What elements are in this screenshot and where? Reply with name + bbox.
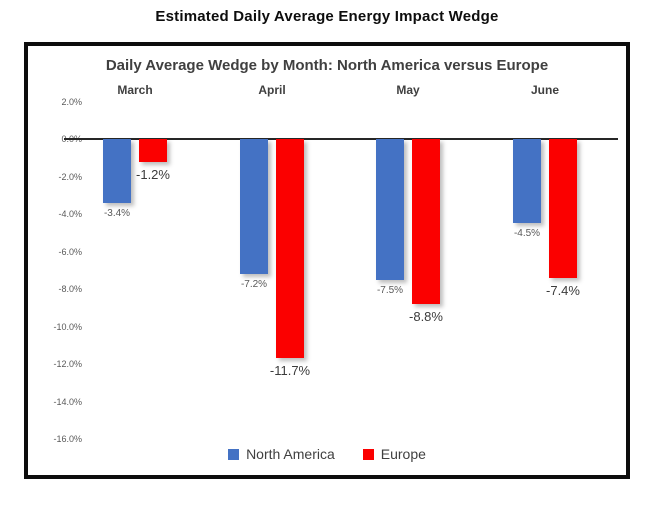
y-axis-tick: -8.0% (58, 284, 82, 294)
legend-item-north-america: North America (228, 446, 335, 462)
legend: North America Europe (28, 446, 626, 462)
bar-north-america-march (103, 139, 131, 203)
bar-north-america-may (376, 139, 404, 280)
chart-frame: Daily Average Wedge by Month: North Amer… (24, 42, 630, 479)
bar-europe-june (549, 139, 577, 278)
data-label-north-america-march: -3.4% (103, 207, 131, 219)
legend-swatch-europe-icon (362, 448, 374, 460)
bar-europe-march (139, 139, 167, 162)
y-axis-tick: -6.0% (58, 246, 82, 257)
y-axis-tick: -16.0% (53, 434, 82, 444)
y-axis-tick: -12.0% (53, 359, 82, 369)
legend-label-europe: Europe (380, 446, 426, 462)
category-label-april: April (258, 83, 286, 97)
legend-item-europe: Europe (362, 446, 426, 462)
y-axis-tick: -14.0% (53, 396, 82, 407)
legend-label-north-america: North America (246, 446, 335, 462)
y-axis-tick: -4.0% (58, 209, 82, 219)
category-label-may: May (396, 83, 420, 97)
data-label-north-america-june: -4.5% (513, 228, 541, 240)
y-axis-tick: -2.0% (58, 171, 82, 182)
data-label-europe-march: -1.2% (136, 166, 170, 182)
bar-north-america-june (513, 139, 541, 224)
data-label-north-america-april: -7.2% (240, 279, 268, 290)
y-axis-tick: -10.0% (53, 321, 82, 332)
data-label-north-america-may: -7.5% (376, 284, 404, 296)
category-label-june: June (530, 83, 560, 97)
legend-swatch-north-america-icon (228, 448, 240, 460)
y-axis-tick: 2.0% (61, 96, 82, 107)
bar-europe-may (412, 139, 440, 304)
page-title: Estimated Daily Average Energy Impact We… (155, 8, 499, 25)
zero-axis-line (64, 138, 618, 140)
bar-north-america-april (240, 139, 268, 274)
chart-title: Daily Average Wedge by Month: North Amer… (105, 57, 549, 74)
category-label-march: March (117, 83, 153, 97)
data-label-europe-may: -8.8% (409, 309, 443, 324)
data-label-europe-april: -11.7% (269, 363, 311, 379)
data-label-europe-june: -7.4% (546, 282, 580, 298)
bar-europe-april (276, 139, 304, 359)
